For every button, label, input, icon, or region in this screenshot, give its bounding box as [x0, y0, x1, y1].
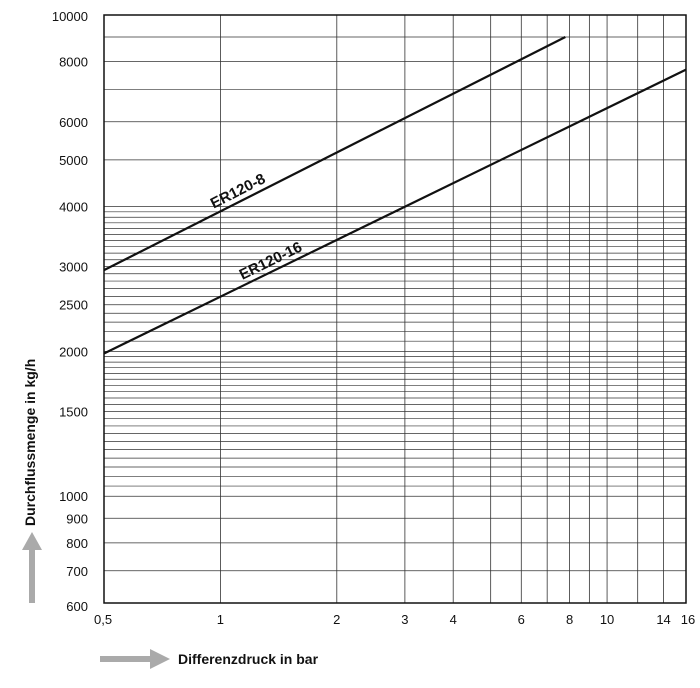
y-tick-label: 4000 — [59, 200, 88, 215]
y-tick-label: 10000 — [52, 9, 88, 24]
x-axis-arrow-icon — [100, 649, 170, 669]
series-line-ER120-16 — [103, 68, 687, 355]
x-tick-label: 1 — [217, 612, 224, 627]
x-tick-labels: 0,5 1 2 3 4 6 8 10 14 16 — [94, 612, 695, 627]
x-axis-label: Differenzdruck in bar — [178, 651, 319, 667]
y-tick-label: 800 — [66, 536, 88, 551]
x-tick-label: 0,5 — [94, 612, 112, 627]
y-tick-label: 2500 — [59, 298, 88, 313]
y-tick-label: 3000 — [59, 260, 88, 275]
x-tick-label: 16 — [681, 612, 695, 627]
y-tick-label: 1000 — [59, 489, 88, 504]
grid — [103, 14, 687, 604]
y-tick-label: 700 — [66, 564, 88, 579]
y-tick-labels: 10000 8000 6000 5000 4000 3000 2500 2000 1500 100… — [52, 9, 88, 614]
x-tick-label: 14 — [656, 612, 670, 627]
x-tick-label: 8 — [566, 612, 573, 627]
x-tick-label: 10 — [600, 612, 614, 627]
y-tick-label: 2000 — [59, 344, 88, 359]
y-axis-arrow-icon — [22, 532, 42, 603]
y-tick-label: 600 — [66, 599, 88, 614]
x-tick-label: 4 — [450, 612, 457, 627]
series-lines — [103, 36, 687, 355]
y-tick-label: 900 — [66, 511, 88, 526]
x-tick-label: 2 — [333, 612, 340, 627]
y-tick-label: 1500 — [59, 404, 88, 419]
series-line-ER120-8 — [103, 36, 566, 272]
y-tick-label: 5000 — [59, 153, 88, 168]
y-axis-label: Durchflussmenge in kg/h — [22, 358, 38, 526]
x-tick-label: 3 — [401, 612, 408, 627]
plot-frame — [103, 14, 687, 604]
y-tick-label: 6000 — [59, 115, 88, 130]
y-tick-label: 8000 — [59, 55, 88, 70]
x-tick-label: 6 — [518, 612, 525, 627]
